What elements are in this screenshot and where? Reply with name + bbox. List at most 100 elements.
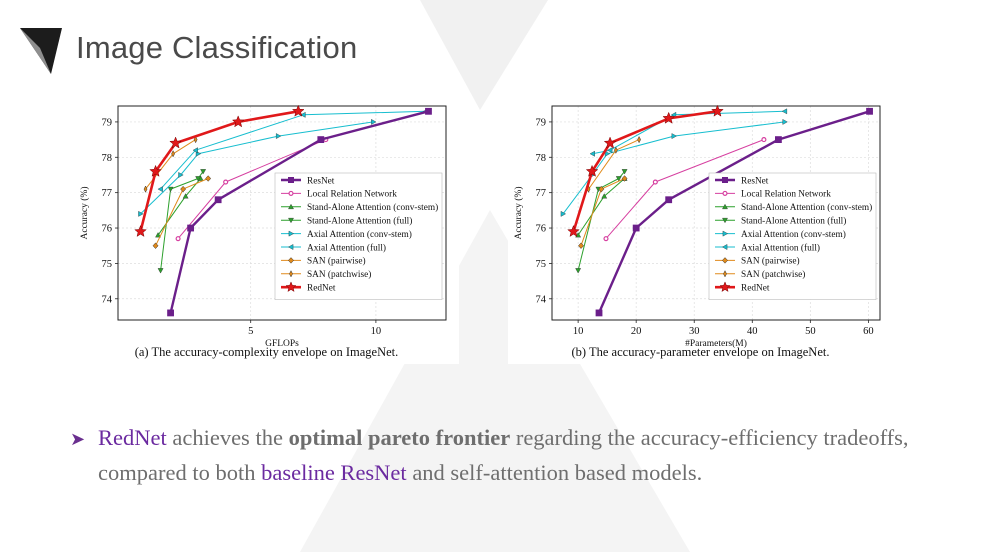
baseline-resnet-highlight: baseline ResNet xyxy=(261,460,407,485)
x-tick-label: 10 xyxy=(573,326,584,337)
data-point xyxy=(195,176,202,182)
data-point xyxy=(192,147,198,154)
data-point xyxy=(781,108,788,115)
data-point xyxy=(603,136,617,149)
data-point xyxy=(317,136,325,144)
data-point xyxy=(585,164,599,177)
legend-label: SAN (pairwise) xyxy=(307,256,366,267)
x-tick-label: 10 xyxy=(371,326,382,337)
data-point xyxy=(178,172,184,178)
legend-label: SAN (patchwise) xyxy=(741,269,805,280)
y-tick-label: 78 xyxy=(536,153,547,164)
legend-box xyxy=(274,172,443,300)
series-san-patchwise xyxy=(586,135,641,193)
y-axis-label: Accuracy (%) xyxy=(513,186,524,239)
data-point xyxy=(169,136,182,149)
series-san-pairwise xyxy=(578,175,628,249)
data-point xyxy=(134,224,147,237)
figure-panel-a: 74 75 76 77 78 79 5 10 GFLOPs Accuracy (%) ResNet L… xyxy=(74,96,459,364)
data-point xyxy=(193,135,198,144)
legend-marker xyxy=(721,244,728,250)
data-point xyxy=(652,179,658,185)
data-point xyxy=(621,175,628,182)
legend-marker xyxy=(288,190,294,196)
data-point xyxy=(152,242,159,249)
plot-frame xyxy=(551,105,881,321)
slide-title: Image Classification xyxy=(76,30,358,65)
data-point xyxy=(291,104,305,117)
data-point xyxy=(182,193,189,199)
data-point xyxy=(300,111,306,118)
data-point xyxy=(167,309,174,317)
x-tick-label: 5 xyxy=(248,326,253,337)
legend-marker xyxy=(723,270,727,278)
legend-marker xyxy=(289,270,293,278)
data-point xyxy=(275,133,282,140)
data-point xyxy=(761,137,767,143)
legend-label: RedNet xyxy=(741,284,770,294)
legend-marker xyxy=(722,190,728,196)
series-axial-attention-full xyxy=(589,108,788,157)
data-point xyxy=(231,115,245,128)
y-tick-label: 79 xyxy=(102,117,113,128)
legend-label: SAN (patchwise) xyxy=(307,269,371,280)
legend-marker xyxy=(722,257,728,264)
series-rednet xyxy=(567,104,724,237)
data-point xyxy=(662,111,676,124)
data-point xyxy=(615,176,622,182)
x-tick-label: 60 xyxy=(863,326,874,337)
legend-marker xyxy=(722,230,729,237)
series-stand-alone-attention-full xyxy=(157,169,207,274)
x-tick-label: 20 xyxy=(631,326,642,337)
y-tick-label: 76 xyxy=(102,224,113,235)
arrow-bullet-icon: ➤ xyxy=(70,429,86,449)
legend-label: Axial Attention (full) xyxy=(741,242,820,253)
data-point xyxy=(575,268,582,274)
data-point xyxy=(157,268,164,274)
data-point xyxy=(371,118,377,125)
data-point xyxy=(711,104,724,117)
y-tick-label: 76 xyxy=(536,224,547,235)
legend-label: Axial Attention (full) xyxy=(307,242,386,253)
series-line xyxy=(160,110,427,190)
legend-marker xyxy=(287,177,294,184)
data-point xyxy=(782,118,788,125)
data-point xyxy=(866,107,873,115)
figure-caption-a: (a) The accuracy-complexity envelope on … xyxy=(134,345,399,359)
rednet-highlight: RedNet xyxy=(98,425,167,450)
series-line xyxy=(139,110,299,232)
bullet-text-part: regarding the accuracy-efficiency tradeo… xyxy=(98,425,909,485)
logo-icon xyxy=(20,28,62,74)
data-point xyxy=(205,175,212,182)
data-point xyxy=(665,196,673,204)
tick-labels: 74 75 76 77 78 79 10 20 30 40 50 60 xyxy=(536,117,874,337)
legend-marker xyxy=(722,217,728,224)
legend-marker xyxy=(721,177,728,184)
legend-label: Stand-Alone Attention (full) xyxy=(741,216,846,227)
series-san-pairwise xyxy=(152,175,212,249)
legend-label: Stand-Alone Attention (conv-stem) xyxy=(307,202,438,213)
y-tick-label: 77 xyxy=(536,188,547,199)
legend-marker xyxy=(288,203,294,210)
data-point xyxy=(157,186,163,193)
data-point xyxy=(143,185,148,193)
data-point xyxy=(603,236,609,242)
y-tick-label: 75 xyxy=(102,259,113,270)
data-point xyxy=(560,210,567,217)
legend-marker xyxy=(719,281,731,293)
figure-caption-b: (b) The accuracy-parameter envelope on I… xyxy=(571,345,830,359)
data-point xyxy=(223,179,229,185)
legend-marker xyxy=(288,217,294,224)
y-tick-label: 78 xyxy=(102,153,113,164)
data-point xyxy=(604,150,611,157)
legend-label: Axial Attention (conv-stem) xyxy=(741,229,846,240)
legend-label: ResNet xyxy=(307,176,335,186)
legend-marker xyxy=(288,230,295,237)
y-tick-label: 75 xyxy=(536,259,547,270)
data-point xyxy=(155,232,162,238)
data-point xyxy=(637,135,641,144)
data-point xyxy=(607,147,613,154)
data-point xyxy=(632,224,640,232)
data-point xyxy=(621,169,628,175)
pareto-highlight: optimal pareto frontier xyxy=(288,425,511,450)
